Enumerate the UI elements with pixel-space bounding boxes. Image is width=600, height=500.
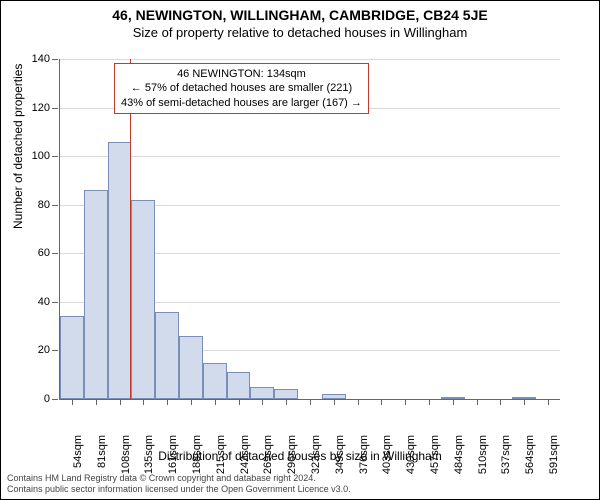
x-tick <box>96 399 97 405</box>
y-tick <box>52 156 58 157</box>
y-tick <box>52 399 58 400</box>
footer-line-2: Contains public sector information licen… <box>7 484 351 495</box>
info-line-2: ← 57% of detached houses are smaller (22… <box>121 81 362 95</box>
y-tick <box>52 108 58 109</box>
grid-line <box>60 59 560 60</box>
x-axis-label: Distribution of detached houses by size … <box>1 449 599 463</box>
x-tick <box>358 399 359 405</box>
histogram-bar <box>84 190 108 399</box>
x-tick <box>143 399 144 405</box>
x-tick <box>381 399 382 405</box>
x-tick <box>72 399 73 405</box>
histogram-bar <box>108 142 132 399</box>
y-tick <box>52 205 58 206</box>
y-tick <box>52 302 58 303</box>
x-tick <box>239 399 240 405</box>
y-tick-label: 80 <box>24 199 50 211</box>
x-tick <box>405 399 406 405</box>
marker-info-box: 46 NEWINGTON: 134sqm ← 57% of detached h… <box>114 63 369 114</box>
x-tick <box>120 399 121 405</box>
x-tick <box>191 399 192 405</box>
histogram-bar <box>274 389 298 399</box>
info-line-1: 46 NEWINGTON: 134sqm <box>121 67 362 81</box>
chart-container: 46, NEWINGTON, WILLINGHAM, CAMBRIDGE, CB… <box>0 0 600 500</box>
x-tick <box>453 399 454 405</box>
x-tick <box>286 399 287 405</box>
grid-line <box>60 156 560 157</box>
y-tick-label: 60 <box>24 247 50 259</box>
y-tick-label: 140 <box>24 53 50 65</box>
y-tick-label: 120 <box>24 102 50 114</box>
x-tick <box>524 399 525 405</box>
plot-area: 02040608010012014054sqm81sqm108sqm135sqm… <box>59 59 560 400</box>
y-tick-label: 100 <box>24 150 50 162</box>
footer-attribution: Contains HM Land Registry data © Crown c… <box>7 473 351 495</box>
x-tick <box>500 399 501 405</box>
histogram-bar <box>203 363 227 399</box>
footer-line-1: Contains HM Land Registry data © Crown c… <box>7 473 351 484</box>
histogram-bar <box>60 316 84 399</box>
histogram-bar <box>155 312 179 399</box>
chart-subtitle: Size of property relative to detached ho… <box>1 25 599 40</box>
histogram-bar <box>179 336 203 399</box>
x-tick <box>548 399 549 405</box>
chart-title: 46, NEWINGTON, WILLINGHAM, CAMBRIDGE, CB… <box>1 7 599 23</box>
x-tick <box>477 399 478 405</box>
info-line-3: 43% of semi-detached houses are larger (… <box>121 96 362 110</box>
y-tick <box>52 253 58 254</box>
y-tick <box>52 59 58 60</box>
histogram-bar <box>131 200 155 399</box>
x-tick <box>334 399 335 405</box>
y-tick-label: 40 <box>24 296 50 308</box>
x-tick <box>262 399 263 405</box>
histogram-bar <box>250 387 274 399</box>
y-axis-label: Number of detached properties <box>11 64 25 229</box>
x-tick <box>167 399 168 405</box>
x-tick <box>215 399 216 405</box>
x-tick <box>310 399 311 405</box>
x-tick <box>429 399 430 405</box>
histogram-bar <box>227 372 251 399</box>
y-tick-label: 0 <box>24 393 50 405</box>
y-tick-label: 20 <box>24 344 50 356</box>
y-tick <box>52 350 58 351</box>
